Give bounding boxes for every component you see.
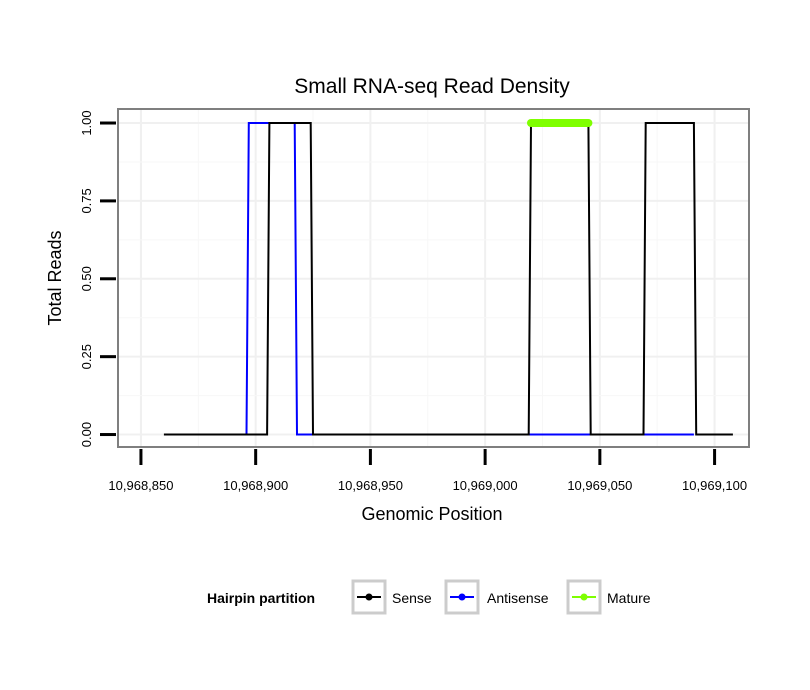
series-layer — [163, 119, 733, 436]
x-tick-label: 10,969,100 — [682, 478, 747, 493]
chart-title: Small RNA-seq Read Density — [294, 75, 570, 98]
x-axis-label: Genomic Position — [361, 504, 502, 524]
legend-label: Antisense — [487, 590, 549, 606]
plot-panel-border — [117, 108, 750, 448]
legend-item-antisense: Antisense — [444, 579, 549, 615]
legend-item-sense: Sense — [351, 579, 432, 615]
x-tick-label: 10,969,050 — [567, 478, 632, 493]
x-tick-label: 10,969,000 — [453, 478, 518, 493]
y-tick-label: 1.00 — [79, 110, 94, 135]
y-tick-label: 0.75 — [79, 188, 94, 213]
legend-key-point — [580, 593, 588, 601]
legend-key-point — [458, 593, 466, 601]
legend-key-point — [365, 593, 373, 601]
x-tick-label: 10,968,950 — [338, 478, 403, 493]
grid — [118, 109, 749, 447]
legend-label: Mature — [607, 590, 651, 606]
legend-label: Sense — [392, 590, 432, 606]
y-axis-label: Total Reads — [45, 230, 65, 325]
legend-title: Hairpin partition — [207, 590, 315, 606]
x-axis: 10,968,850 10,968,900 10,968,950 10,969,000… — [108, 449, 747, 493]
y-axis: 0.00 0.25 0.50 0.75 1.00 — [79, 110, 116, 447]
legend-item-mature: Mature — [566, 579, 651, 615]
y-tick-label: 0.50 — [79, 266, 94, 291]
x-tick-label: 10,968,900 — [223, 478, 288, 493]
x-tick-label: 10,968,850 — [108, 478, 173, 493]
legend: Hairpin partition Sense Antisense Mature — [207, 579, 651, 615]
y-tick-label: 0.25 — [79, 344, 94, 369]
y-tick-label: 0.00 — [79, 422, 94, 447]
